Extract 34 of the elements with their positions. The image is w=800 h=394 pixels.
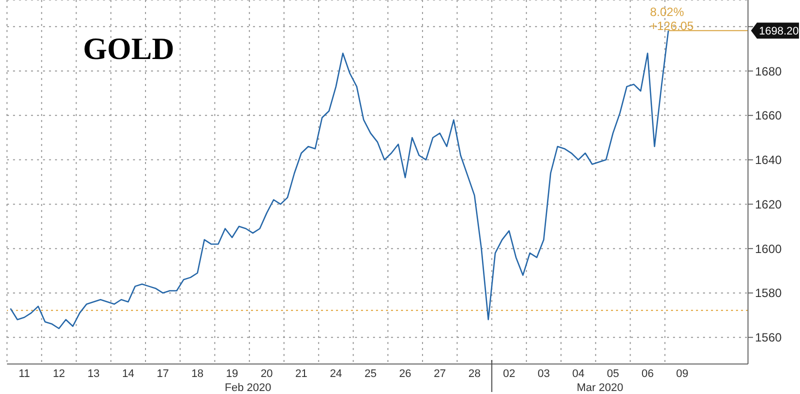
- text: Mar 2020: [576, 382, 624, 394]
- annotation: +126.05: [650, 19, 694, 33]
- y-tick-label: 1560: [755, 330, 782, 345]
- x-tick-label: 09: [676, 368, 688, 380]
- x-tick-label: 18: [191, 368, 204, 380]
- x-tick-label: 19: [226, 368, 238, 380]
- line-series: [10, 30, 670, 330]
- y-tick-label: 1640: [755, 153, 782, 168]
- annotation: 8.02%: [650, 5, 684, 19]
- x-tick-label: 20: [260, 368, 273, 380]
- x-tick-label: 05: [606, 368, 620, 380]
- x-tick-label: 17: [156, 368, 169, 380]
- x-tick-label: 27: [434, 368, 446, 380]
- x-tick-label: 28: [468, 368, 481, 380]
- ref-line-label: 1698.20: [759, 26, 799, 38]
- x-tick-label: 03: [538, 368, 550, 380]
- y-tick-label: 1580: [755, 286, 782, 300]
- x-tick-label: 14: [122, 368, 134, 380]
- x-tick-label: 04: [572, 368, 584, 380]
- x-tick-label: 24: [330, 368, 342, 380]
- x-tick-label: 26: [399, 368, 412, 380]
- y-tick-label: 1600: [755, 242, 782, 256]
- y-tick-label: 1680: [755, 64, 782, 78]
- x-tick-label: 21: [295, 368, 308, 380]
- y-tick-label: 1660: [755, 108, 782, 123]
- x-tick-label: 06: [641, 368, 654, 380]
- x-tick-label: 25: [364, 368, 377, 380]
- text: GOLD: [83, 31, 174, 66]
- text: Feb 2020: [224, 382, 272, 394]
- x-tick-label: 12: [52, 368, 66, 380]
- y-tick-label: 1620: [755, 197, 782, 212]
- x-tick-label: 13: [87, 368, 100, 380]
- x-tick-label: 11: [18, 368, 30, 380]
- x-tick-label: 02: [502, 368, 516, 380]
